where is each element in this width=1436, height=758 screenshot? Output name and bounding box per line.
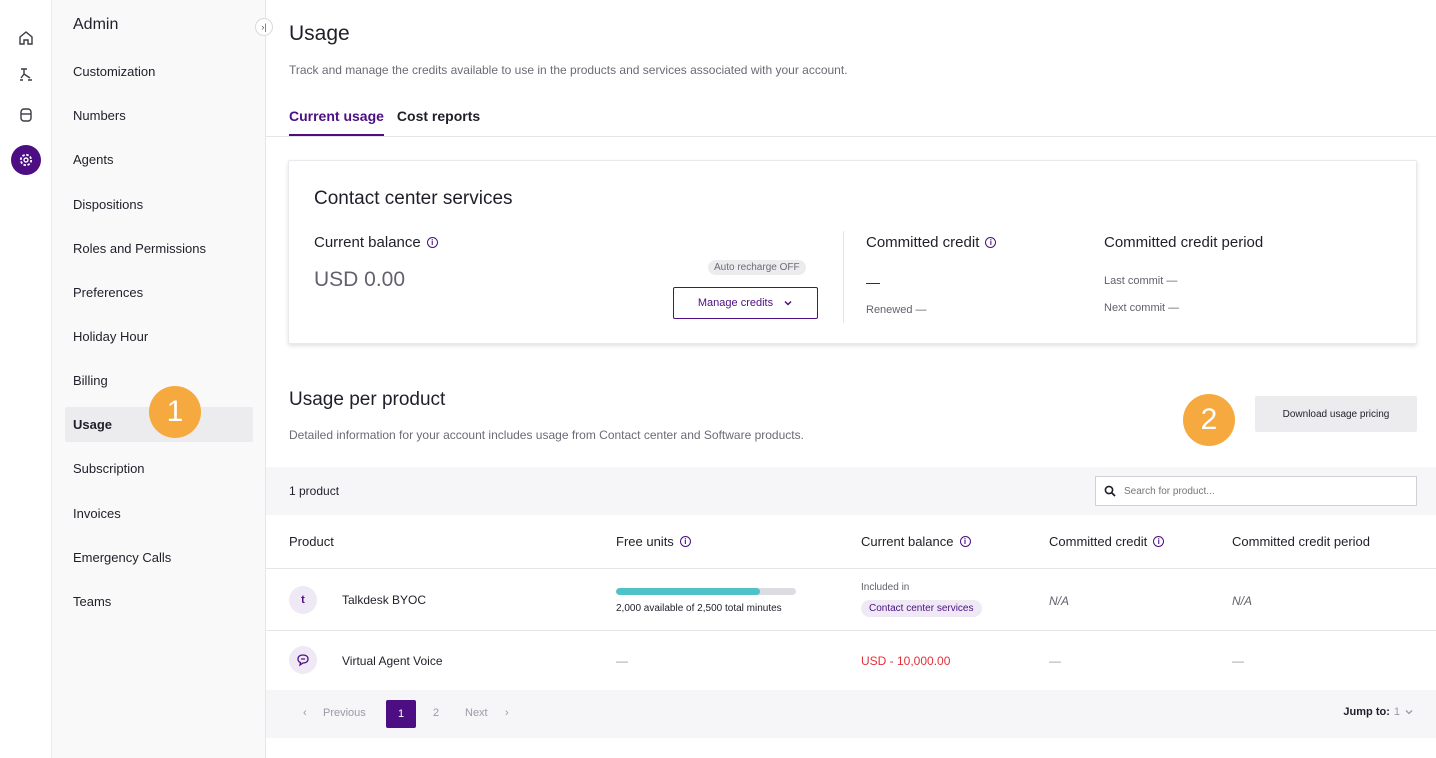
info-icon[interactable]: i [985, 237, 997, 248]
free-units-text: — [616, 654, 628, 668]
page-1-button[interactable]: 1 [386, 700, 416, 728]
database-icon[interactable] [8, 97, 44, 133]
tab-bar: Current usage Cost reports [289, 108, 480, 136]
committed-credit-value: — [866, 274, 880, 290]
sidebar-item-roles-permissions[interactable]: Roles and Permissions [73, 241, 206, 256]
committed-period-label: Committed credit period [1104, 234, 1264, 251]
tabs-divider [266, 136, 1436, 137]
jump-to-label: Jump to: [1343, 706, 1390, 718]
chevron-left-icon[interactable]: ‹ [303, 707, 307, 719]
manage-credits-button[interactable]: Manage credits [673, 287, 818, 319]
sidebar-item-holiday-hour[interactable]: Holiday Hour [73, 329, 149, 344]
column-header-committed-period[interactable]: Committed credit period [1232, 534, 1370, 549]
column-header-free-units[interactable]: Free units i [616, 534, 691, 549]
sidebar-item-subscription[interactable]: Subscription [73, 461, 145, 476]
committed-credit-cell: N/A [1049, 594, 1070, 608]
chevron-down-icon [1405, 710, 1413, 715]
sidebar-item-preferences[interactable]: Preferences [73, 285, 144, 300]
tab-current-usage[interactable]: Current usage [289, 108, 384, 136]
icon-rail [0, 0, 52, 758]
product-name[interactable]: Virtual Agent Voice [342, 654, 443, 668]
next-commit-text: Next commit — [1104, 302, 1180, 314]
committed-period-cell: — [1232, 654, 1244, 668]
row-divider [266, 630, 1436, 631]
tab-cost-reports[interactable]: Cost reports [396, 108, 481, 124]
settings-icon[interactable] [8, 142, 44, 178]
contact-center-card: Contact center services Current balance … [288, 160, 1417, 344]
renewed-text: Renewed — [866, 304, 927, 316]
jump-to-value[interactable]: 1 [1393, 706, 1400, 718]
current-balance-value: USD 0.00 [314, 268, 406, 291]
talkdesk-logo-icon: t [289, 586, 317, 614]
last-commit-text: Last commit — [1104, 275, 1178, 287]
home-icon[interactable] [8, 20, 44, 56]
sidebar-item-emergency-calls[interactable]: Emergency Calls [73, 550, 172, 565]
table-toolbar: 1 product [266, 467, 1436, 515]
step-badge-1: 1 [149, 386, 201, 438]
balance-value-negative: USD - 10,000.00 [861, 654, 951, 668]
free-units-text: 2,000 available of 2,500 total minutes [616, 603, 782, 614]
free-units-progress [616, 588, 796, 595]
next-page-button[interactable]: Next [465, 707, 488, 719]
collapse-sidebar-icon[interactable]: ›| [255, 18, 273, 36]
sidebar-item-teams[interactable]: Teams [73, 594, 112, 609]
step-badge-2: 2 [1183, 394, 1235, 446]
sidebar-item-billing[interactable]: Billing [73, 373, 108, 388]
card-divider [843, 231, 844, 323]
column-header-product[interactable]: Product [289, 534, 334, 549]
page-title: Usage [289, 22, 350, 45]
info-icon[interactable]: i [959, 536, 971, 547]
header-divider [266, 568, 1436, 569]
page-2-button[interactable]: 2 [433, 707, 440, 719]
pagination-bar: ‹ Previous 1 2 Next › Jump to: 1 [266, 690, 1436, 738]
free-units-progress-fill [616, 588, 760, 595]
info-icon[interactable]: i [426, 237, 438, 248]
balance-included-text: Included in [861, 582, 910, 593]
page-subtitle: Track and manage the credits available t… [289, 63, 848, 77]
product-count: 1 product [289, 484, 340, 498]
search-icon [1104, 485, 1116, 497]
committed-period-cell: N/A [1232, 594, 1253, 608]
column-header-current-balance[interactable]: Current balance i [861, 534, 971, 549]
info-icon[interactable]: i [679, 536, 691, 547]
column-header-committed-credit[interactable]: Committed credit i [1049, 534, 1165, 549]
flow-icon[interactable] [8, 57, 44, 93]
admin-sidebar: Admin Customization Numbers Agents Dispo… [52, 0, 266, 758]
search-input[interactable] [1124, 485, 1404, 497]
card-title: Contact center services [314, 188, 513, 209]
contact-center-tag[interactable]: Contact center services [861, 600, 982, 617]
chevron-right-icon[interactable]: › [505, 707, 509, 719]
product-name[interactable]: Talkdesk BYOC [342, 593, 427, 607]
main-content: Usage Track and manage the credits avail… [266, 0, 1436, 758]
download-usage-pricing-button[interactable]: Download usage pricing [1255, 396, 1417, 432]
info-icon[interactable]: i [1153, 536, 1165, 547]
committed-credit-cell: — [1049, 654, 1061, 668]
previous-page-button[interactable]: Previous [323, 707, 366, 719]
sidebar-item-customization[interactable]: Customization [73, 64, 156, 79]
sidebar-item-invoices[interactable]: Invoices [73, 506, 121, 521]
sidebar-item-dispositions[interactable]: Dispositions [73, 197, 144, 212]
search-box [1095, 476, 1417, 506]
chevron-down-icon [784, 300, 792, 306]
sidebar-item-agents[interactable]: Agents [73, 152, 114, 167]
auto-recharge-badge: Auto recharge OFF [708, 260, 806, 275]
usage-per-product-title: Usage per product [289, 389, 446, 410]
sidebar-title: Admin [73, 16, 119, 33]
jump-to-control[interactable]: Jump to: 1 [1343, 706, 1414, 718]
committed-credit-label: Committed credit i [866, 234, 997, 251]
usage-per-product-subtitle: Detailed information for your account in… [289, 428, 804, 442]
chat-bubble-icon [289, 646, 317, 674]
sidebar-item-numbers[interactable]: Numbers [73, 108, 126, 123]
current-balance-label: Current balance i [314, 234, 438, 251]
